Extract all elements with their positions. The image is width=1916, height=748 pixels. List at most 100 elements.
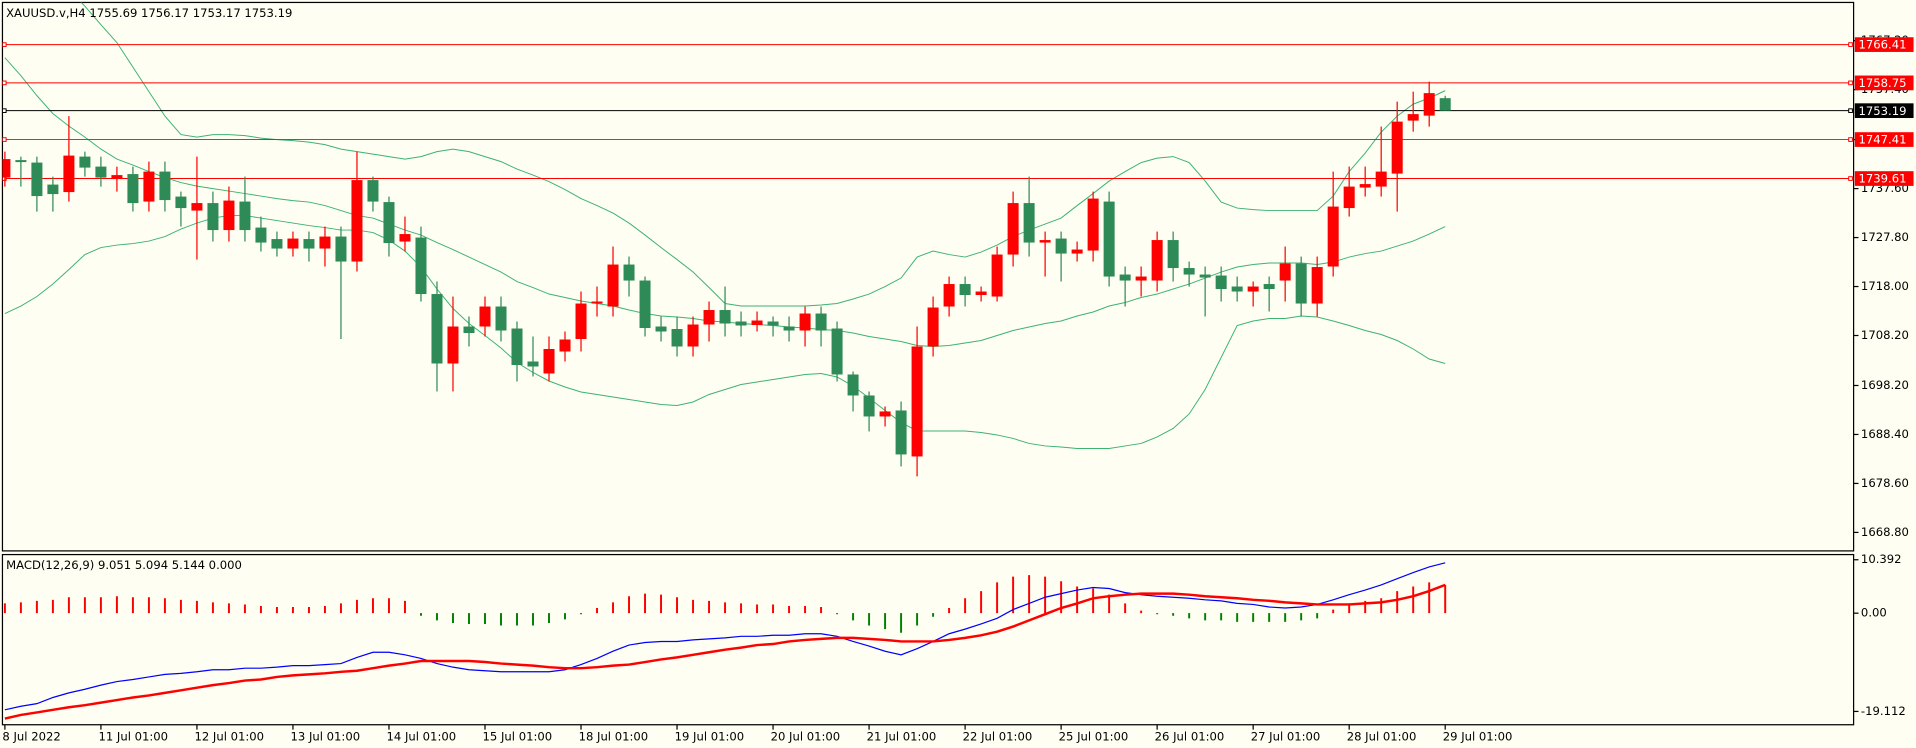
y-tick-label: 10.392: [1861, 552, 1902, 566]
macd-panel: [1, 553, 1855, 726]
candle-body: [383, 202, 395, 244]
x-tick-label: 11 Jul 01:00: [98, 729, 168, 743]
candle-body: [303, 239, 315, 249]
candle-body: [1039, 240, 1051, 243]
candle-body: [143, 171, 155, 202]
candle-body: [1263, 284, 1275, 290]
candle-body: [191, 203, 203, 211]
x-tick-label: 19 Jul 01:00: [675, 729, 745, 743]
candle-body: [2, 159, 11, 178]
candle-body: [831, 328, 843, 375]
candle-body: [655, 326, 667, 332]
candle-body: [1295, 263, 1307, 304]
candle-body: [63, 155, 75, 193]
y-tick-label: 1668.80: [1861, 525, 1909, 539]
candle-body: [463, 326, 475, 334]
candle-body: [559, 339, 571, 352]
candle-body: [367, 180, 379, 202]
candle-body: [1167, 240, 1179, 269]
candle-body: [1359, 184, 1371, 188]
candle-body: [1215, 275, 1227, 290]
candle-body: [927, 307, 939, 347]
x-tick-label: 28 Jul 01:00: [1347, 729, 1417, 743]
x-tick-label: 20 Jul 01:00: [771, 729, 841, 743]
level-label-box: [1854, 171, 1914, 186]
level-anchor: [2, 42, 7, 47]
candle-body: [671, 329, 683, 347]
x-tick-label: 12 Jul 01:00: [194, 729, 264, 743]
macd-line: [4, 583, 1446, 720]
main-plot: [2, 2, 1854, 477]
candle-body: [1087, 198, 1099, 251]
level-label-box: [1854, 132, 1914, 147]
level-anchor: [1848, 108, 1853, 113]
x-tick-label: 25 Jul 01:00: [1059, 729, 1129, 743]
level-anchor: [2, 108, 7, 113]
candle-body: [479, 306, 491, 327]
level-anchor: [1848, 42, 1853, 47]
candle-body: [399, 234, 411, 242]
x-tick-label: 22 Jul 01:00: [963, 729, 1033, 743]
candle-body: [319, 236, 331, 249]
candle-body: [1007, 203, 1019, 255]
candle-body: [895, 410, 907, 455]
candle-body: [15, 160, 27, 163]
candle-body: [351, 180, 363, 262]
level-label-box: [1854, 103, 1914, 119]
x-tick-label: 14 Jul 01:00: [387, 729, 457, 743]
candle-body: [975, 291, 987, 296]
level-anchor: [1848, 176, 1853, 181]
candle-body: [703, 310, 715, 325]
candle-body: [527, 361, 539, 367]
y-tick-label: 0.00: [1861, 606, 1887, 620]
candle-body: [735, 321, 747, 326]
y-tick-label: 1718.00: [1861, 279, 1909, 293]
level-anchor: [1848, 80, 1853, 86]
candle-body: [1311, 267, 1323, 304]
candle-body: [511, 328, 523, 365]
x-tick-label: 26 Jul 01:00: [1155, 729, 1225, 743]
candle-body: [239, 201, 251, 231]
macd-title: MACD(12,26,9) 9.051 5.094 5.144 0.000: [6, 558, 242, 572]
candle-body: [623, 264, 635, 281]
candle-body: [1023, 203, 1035, 243]
candle-body: [1183, 268, 1195, 275]
candle-body: [543, 349, 555, 374]
candle-body: [879, 411, 891, 417]
candle-body: [959, 284, 971, 296]
x-tick-label: 21 Jul 01:00: [867, 729, 937, 743]
y-tick-label: -19.112: [1861, 704, 1906, 718]
candle-body: [1103, 201, 1115, 277]
level-label: 1747.41: [1858, 133, 1906, 147]
candle-body: [1199, 274, 1211, 278]
candle-body: [47, 184, 59, 195]
candle-body: [687, 324, 699, 347]
candle-body: [607, 264, 619, 307]
candle-body: [1375, 171, 1387, 187]
candle-body: [255, 227, 267, 243]
y-tick-label: 1688.40: [1861, 427, 1909, 441]
candle-body: [335, 236, 347, 262]
x-tick-label: 27 Jul 01:00: [1251, 729, 1321, 743]
candle-body: [31, 162, 43, 197]
candle-body: [783, 326, 795, 331]
candle-body: [1055, 238, 1067, 254]
candle-body: [1439, 98, 1451, 111]
level-label: 1739.61: [1858, 172, 1906, 186]
candle-body: [991, 254, 1003, 297]
level-label: 1766.41: [1858, 38, 1906, 52]
candle-body: [447, 326, 459, 364]
candle-body: [1391, 121, 1403, 174]
candle-body: [1327, 206, 1339, 267]
level-anchor: [2, 80, 7, 86]
candle-body: [1423, 93, 1435, 116]
candle-body: [751, 320, 763, 326]
candle-body: [1119, 274, 1131, 281]
candle-body: [767, 321, 779, 326]
candle-body: [95, 166, 107, 178]
x-tick-label: 15 Jul 01:00: [483, 729, 553, 743]
candle-body: [1231, 286, 1243, 292]
candle-body: [431, 294, 443, 364]
